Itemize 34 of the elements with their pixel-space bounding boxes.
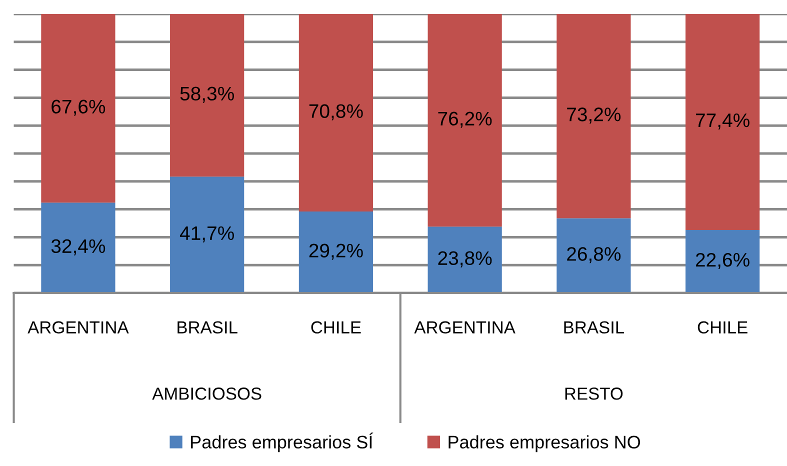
bar [298,14,373,212]
bar [428,226,502,294]
bar [41,14,116,203]
data-label: 67,6% [52,100,106,116]
bar [170,176,244,294]
data-label: 32,4% [51,239,106,256]
data-label: 76,2% [438,112,492,128]
data-label: 70,8% [309,104,363,120]
data-label: 26,8% [567,247,621,264]
data-label: 23,8% [438,251,492,268]
x-tick-label: ARGENTINA [28,321,129,334]
bar [298,212,373,294]
text: RESTO [565,388,623,400]
data-label: 41,7% [180,226,234,242]
bar [428,14,502,227]
data-label: 29,2% [309,244,363,260]
bar [41,202,116,294]
x-tick-label: CHILE [698,321,748,334]
x-tick-label: ARGENTINA [414,321,516,334]
data-label: 73,2% [567,108,621,124]
bar [686,230,760,294]
x-tick-label: BRASIL [564,321,624,334]
data-label: 58,3% [180,86,234,103]
text: AMBICIOSOS [152,388,262,400]
bar [686,14,760,230]
x-tick-label: BRASIL [178,321,238,334]
bar [556,218,631,294]
bar [556,14,631,218]
x-tick-label: CHILE [311,321,361,334]
data-label: 77,4% [696,114,750,130]
bar [170,14,244,177]
legend-label: Padres empresarios NO [448,435,640,452]
legend-label: Padres empresarios SÍ [191,432,374,452]
data-label: 22,6% [696,252,750,270]
